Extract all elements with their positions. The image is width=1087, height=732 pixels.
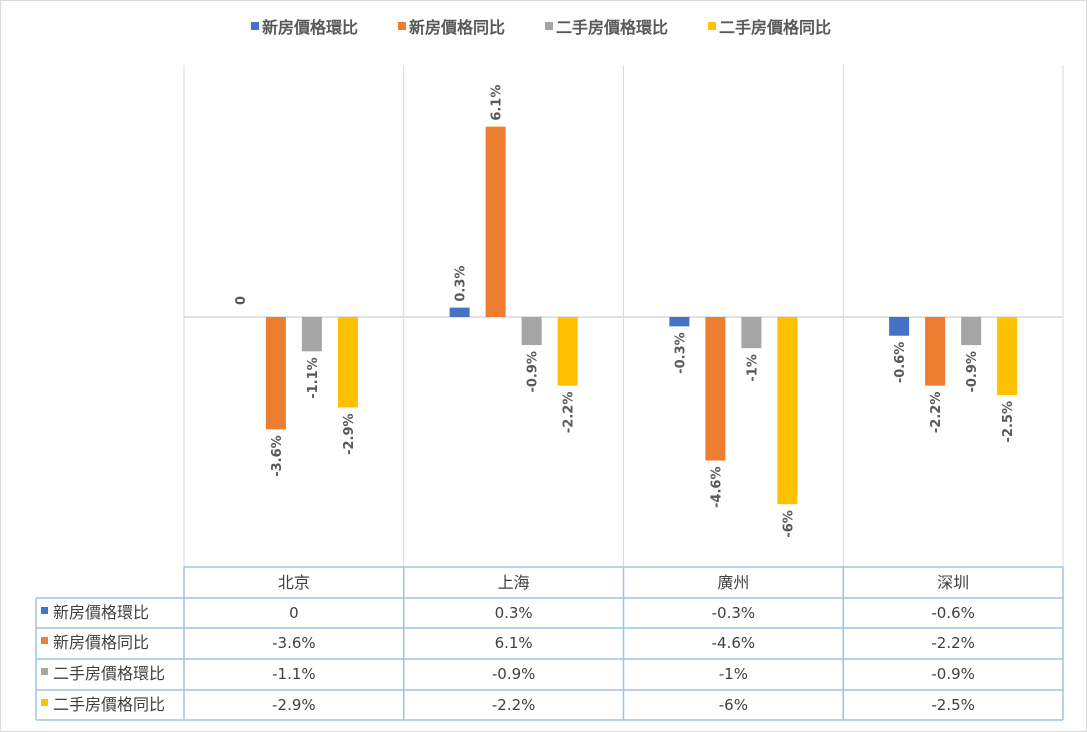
table-cell-3-1: -1.1% [272,665,316,683]
table-cell-4-3: -6% [719,696,748,714]
table-cell-1-3: -0.3% [712,604,756,622]
table-series-label-3: 二手房價格環比 [53,664,165,683]
table-key-2 [41,637,48,644]
table-series-label-1: 新房價格環比 [53,603,149,622]
bar-4-2 [557,317,578,386]
table-cell-1-4: -0.6% [931,604,975,622]
bar-3-3 [741,317,762,349]
table-cell-3-2: -0.9% [492,665,536,683]
data-label-2-4: -2.2% [929,392,944,433]
data-label-1-4: -0.6% [893,342,908,383]
data-label-4-2: -2.2% [562,392,577,433]
table-cell-4-2: -2.2% [492,696,536,714]
data-label-2-1: -3.6% [270,435,285,476]
legend-swatch-2 [398,22,406,30]
bar-2-1 [265,317,286,430]
data-label-1-3: -0.3% [673,332,688,373]
table-cell-2-2: 6.1% [495,634,533,652]
table-cell-4-4: -2.5% [931,696,975,714]
bar-1-2 [449,307,470,317]
table-cell-2-3: -4.6% [712,634,756,652]
data-label-4-3: -6% [781,510,796,537]
table-key-4 [41,699,48,706]
bar-1-3 [669,317,690,327]
legend-label-3: 二手房價格環比 [556,18,668,37]
table-key-3 [41,668,48,675]
category-label-1: 北京 [278,573,310,592]
data-label-3-1: -1.1% [306,357,321,398]
legend-label-1: 新房價格環比 [262,18,358,37]
data-label-2-3: -4.6% [709,467,724,508]
bar-4-4 [997,317,1018,395]
data-label-1-2: 0.3% [454,266,469,302]
table-key-1 [41,607,48,614]
legend-label-2: 新房價格同比 [409,18,505,37]
data-label-3-3: -1% [745,354,760,381]
data-label-3-4: -0.9% [965,351,980,392]
bar-4-1 [337,317,358,408]
legend-label-4: 二手房價格同比 [719,18,831,37]
bar-4-3 [777,317,798,505]
table-cell-2-1: -3.6% [272,634,316,652]
category-label-2: 上海 [498,573,530,592]
bar-2-3 [705,317,726,461]
data-label-3-2: -0.9% [526,351,541,392]
bar-3-1 [301,317,322,352]
table-cell-4-1: -2.9% [272,696,316,714]
table-cell-1-1: 0 [289,604,299,622]
bar-1-4 [889,317,910,336]
data-label-4-1: -2.9% [342,413,357,454]
data-label-1-1: 0 [234,296,249,305]
bar-3-4 [961,317,982,346]
legend-swatch-1 [251,22,259,30]
table-cell-2-4: -2.2% [931,634,975,652]
table-series-label-2: 新房價格同比 [53,633,149,652]
table-cell-3-4: -0.9% [931,665,975,683]
bar-3-2 [521,317,542,346]
category-label-4: 深圳 [937,573,969,592]
bar-2-4 [925,317,946,386]
data-label-4-4: -2.5% [1001,401,1016,442]
bar-2-2 [485,126,506,318]
table-cell-1-2: 0.3% [495,604,533,622]
category-label-3: 廣州 [717,573,749,592]
table-series-label-4: 二手房價格同比 [53,695,165,714]
data-label-2-2: 6.1% [490,85,505,121]
table-cell-3-3: -1% [719,665,748,683]
legend-swatch-4 [708,22,716,30]
legend-swatch-3 [545,22,553,30]
